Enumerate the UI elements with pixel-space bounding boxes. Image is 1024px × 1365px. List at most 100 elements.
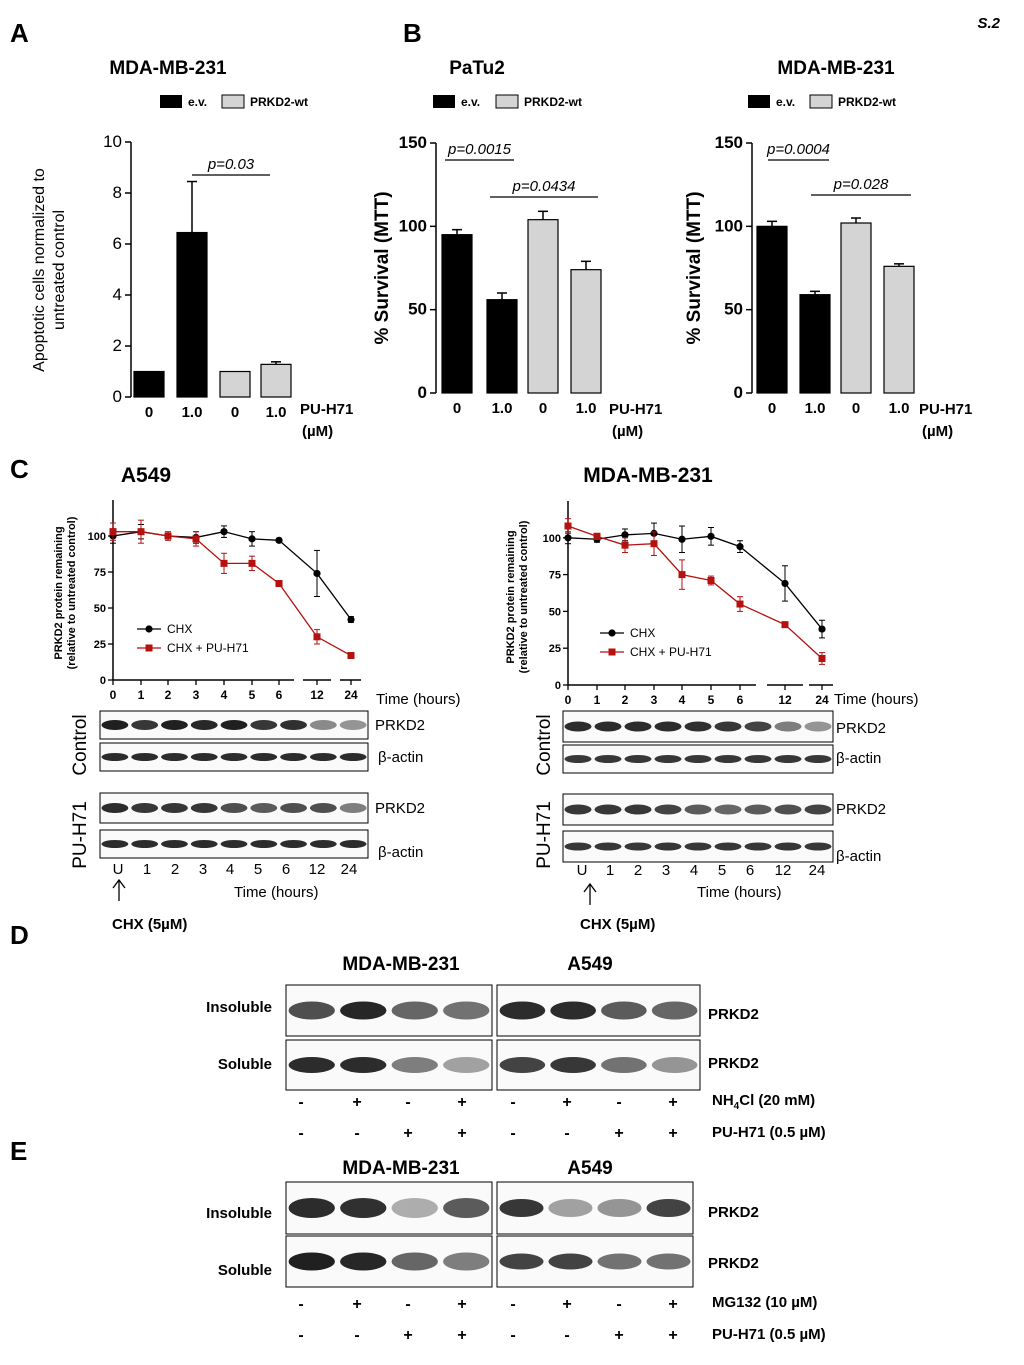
- x-tick-label: 24: [344, 688, 358, 702]
- panel-a-legend: e.v. PRKD2-wt: [160, 94, 308, 109]
- panel-c-left-actin-1: β-actin: [378, 749, 423, 766]
- svg-text:Apoptotic cells normalized to: Apoptotic cells normalized to: [31, 168, 48, 372]
- blot-band: [250, 803, 278, 813]
- panel-d-blots: [285, 984, 701, 1091]
- blot-band: [280, 840, 307, 848]
- blot-band: [601, 1001, 647, 1020]
- blot-band: [684, 755, 712, 763]
- data-point: [248, 535, 256, 543]
- blot-band: [624, 804, 652, 815]
- x-tick-label: 0: [231, 404, 239, 421]
- y-tick-label: 6: [113, 234, 122, 253]
- panel-b-right-title: MDA-MB-231: [777, 58, 895, 79]
- data-point: [347, 615, 355, 624]
- panel-c-right-prkd2-2: PRKD2: [836, 801, 886, 818]
- panel-c-left-row-control: Control: [70, 714, 91, 775]
- blot-band: [339, 803, 367, 813]
- blot-band: [280, 720, 307, 730]
- panel-e-row1: Insoluble: [206, 1205, 272, 1222]
- panel-a-title: MDA-MB-231: [109, 58, 227, 79]
- panel-c-left-title: A549: [121, 464, 171, 487]
- panel-label-c: C: [10, 454, 29, 484]
- panel-b-left-treatment: PU-H71: [609, 401, 662, 418]
- legend-marker: [145, 625, 153, 633]
- x-tick-label: 2: [622, 693, 629, 707]
- y-tick-label: 50: [724, 300, 743, 319]
- panel-e-band-1: PRKD2: [708, 1204, 759, 1221]
- x-tick-label: 0: [145, 404, 153, 421]
- up-arrow-icon: [583, 882, 597, 905]
- blot-band: [550, 1001, 596, 1020]
- y-tick-label: 50: [94, 603, 106, 615]
- data-point: [621, 531, 629, 539]
- panel-d-signs: - + - + - + - + - - + + - - + +: [298, 1094, 677, 1142]
- y-tick-label: 0: [113, 387, 122, 406]
- blot-band: [601, 1057, 647, 1073]
- blot-band: [624, 755, 652, 763]
- panel-b-right-ylabel: % Survival (MTT): [684, 191, 705, 344]
- blot-band: [564, 721, 592, 732]
- bar: [133, 370, 165, 398]
- y-tick-label: 0: [418, 383, 427, 402]
- blot-band: [651, 1057, 698, 1073]
- bar: [883, 265, 915, 394]
- bar: [486, 299, 518, 394]
- blot-band: [340, 1198, 387, 1218]
- treatment-sign: +: [614, 1125, 623, 1142]
- blot-band: [280, 753, 307, 761]
- y-tick-label: 0: [734, 383, 743, 402]
- treatment-sign: +: [562, 1296, 571, 1313]
- panel-b-left-title: PaTu2: [449, 58, 505, 79]
- blot-band: [443, 1252, 490, 1271]
- blot-band: [161, 720, 188, 730]
- blot-band: [131, 753, 159, 761]
- data-point: [347, 652, 355, 660]
- x-tick-label: 0: [539, 400, 547, 417]
- blot-band: [624, 721, 652, 732]
- lane-label: 2: [634, 862, 642, 879]
- blot-band: [597, 1253, 642, 1270]
- blot-band: [443, 1057, 490, 1073]
- blot-band: [774, 842, 802, 851]
- blot-band: [774, 755, 802, 763]
- panel-c-left-actin-2: β-actin: [378, 844, 423, 861]
- blot-band: [340, 1252, 387, 1271]
- blot-band: [594, 721, 622, 732]
- blot-band: [250, 753, 278, 761]
- svg-text:(µM): (µM): [612, 423, 643, 440]
- blot-band: [684, 842, 712, 851]
- blot-band: [161, 753, 188, 761]
- bar: [840, 222, 872, 394]
- blot-band: [654, 842, 682, 851]
- bar: [219, 370, 251, 398]
- panel-b-right-legend: e.v. PRKD2-wt: [748, 94, 896, 109]
- blot-band: [774, 804, 802, 815]
- x-tick-label: 4: [679, 693, 686, 707]
- blot-band: [594, 842, 622, 851]
- x-tick-label: 6: [737, 693, 744, 707]
- x-tick-label: 24: [815, 693, 829, 707]
- panel-b-right-chart: 0 50 100 150 0 1.0 0 1.0 p=0.0004 p=0.028: [715, 133, 915, 417]
- panel-a-treatment: PU-H71: [300, 401, 353, 418]
- panel-c-left-time-label: Time (hours): [376, 691, 460, 708]
- blot-band: [101, 803, 129, 813]
- y-tick-label: 150: [399, 133, 427, 152]
- legend-label: CHX + PU-H71: [630, 645, 712, 659]
- blot-band: [654, 755, 682, 763]
- lane-label: U: [577, 862, 588, 879]
- x-tick-label: 1.0: [492, 400, 513, 417]
- blot-band: [161, 840, 188, 848]
- blot-band: [391, 1057, 438, 1073]
- blot-band: [288, 1001, 335, 1020]
- p-value-label: p=0.028: [833, 176, 889, 193]
- x-tick-label: 0: [453, 400, 461, 417]
- treatment-sign: +: [352, 1296, 361, 1313]
- lane-label: 2: [171, 861, 179, 878]
- blot-band: [220, 840, 248, 848]
- x-tick-label: 1.0: [889, 400, 910, 417]
- blot-band: [391, 1198, 438, 1218]
- blot-band: [309, 840, 337, 848]
- blot-band: [280, 803, 307, 813]
